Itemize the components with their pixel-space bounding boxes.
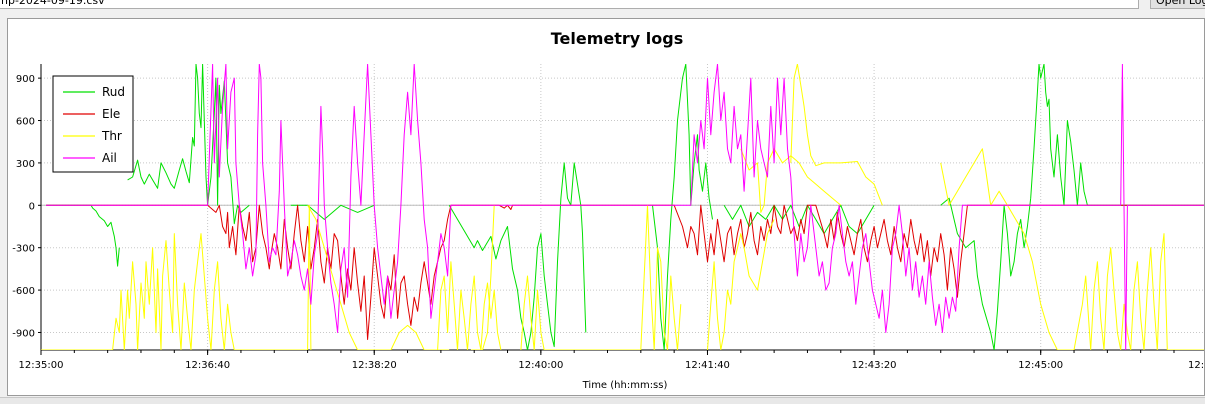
status-bar bbox=[0, 397, 1205, 404]
x-tick-label: 12:43:20 bbox=[852, 360, 897, 371]
series-line-thr bbox=[307, 205, 450, 350]
series-line-rud bbox=[652, 64, 713, 350]
y-tick-label: 900 bbox=[16, 74, 35, 85]
legend: Rud Ele Thr Ail bbox=[52, 75, 134, 173]
x-tick-label: 12:40:00 bbox=[518, 360, 563, 371]
y-tick-label: -900 bbox=[12, 328, 35, 339]
log-file-path-field[interactable]: np-2024-09-19.csv bbox=[0, 0, 1139, 9]
telemetry-chart: Telemetry logs -900 -600 -300 0 300 600 900 12:… bbox=[12, 29, 1205, 391]
series-line-thr bbox=[470, 205, 495, 350]
y-tick-label: -600 bbox=[12, 286, 35, 297]
series-line-rud bbox=[940, 197, 1032, 350]
y-tick-label: 600 bbox=[16, 117, 35, 128]
series-line-thr bbox=[707, 219, 775, 350]
series-line-thr bbox=[940, 148, 1204, 350]
series-line-thr bbox=[557, 204, 682, 350]
series-line-ail bbox=[457, 64, 1204, 350]
y-tick-label: 0 bbox=[29, 201, 35, 212]
chart-panel: Telemetry logs -900 -600 -300 0 300 600 900 12:… bbox=[7, 18, 1205, 396]
series-line-rud bbox=[127, 64, 250, 225]
y-tick-label: 300 bbox=[16, 159, 35, 170]
legend-label-rud: Rud bbox=[102, 85, 125, 99]
y-tick-label: -300 bbox=[12, 244, 35, 255]
series-line-thr bbox=[790, 64, 883, 206]
series-line-rud bbox=[448, 162, 587, 350]
series-line-thr bbox=[520, 275, 558, 350]
x-tick-label: 12:38:20 bbox=[352, 360, 397, 371]
x-tick-label: 12:35:00 bbox=[19, 360, 64, 371]
series-line-ele bbox=[524, 204, 1204, 298]
series-line-rud bbox=[46, 204, 120, 267]
x-tick-label: 12:46:4 bbox=[1188, 360, 1204, 371]
series-line-thr bbox=[740, 148, 842, 213]
legend-label-ail: Ail bbox=[102, 151, 117, 165]
x-axis-label: Time (hh:mm:ss) bbox=[582, 380, 668, 391]
x-tick-label: 12:41:40 bbox=[685, 360, 730, 371]
open-log-button[interactable]: Open Log bbox=[1150, 0, 1205, 9]
x-tick-label: 12:36:40 bbox=[185, 360, 230, 371]
chart-title: Telemetry logs bbox=[551, 29, 684, 48]
series-line-thr bbox=[41, 204, 312, 350]
series-line-thr bbox=[437, 261, 502, 350]
series-line-ail bbox=[46, 64, 458, 333]
legend-label-thr: Thr bbox=[101, 129, 122, 143]
series-line-rud bbox=[1030, 64, 1204, 206]
legend-label-ele: Ele bbox=[102, 107, 120, 121]
series-line-rud bbox=[290, 204, 375, 220]
x-tick-label: 12:45:00 bbox=[1018, 360, 1063, 371]
